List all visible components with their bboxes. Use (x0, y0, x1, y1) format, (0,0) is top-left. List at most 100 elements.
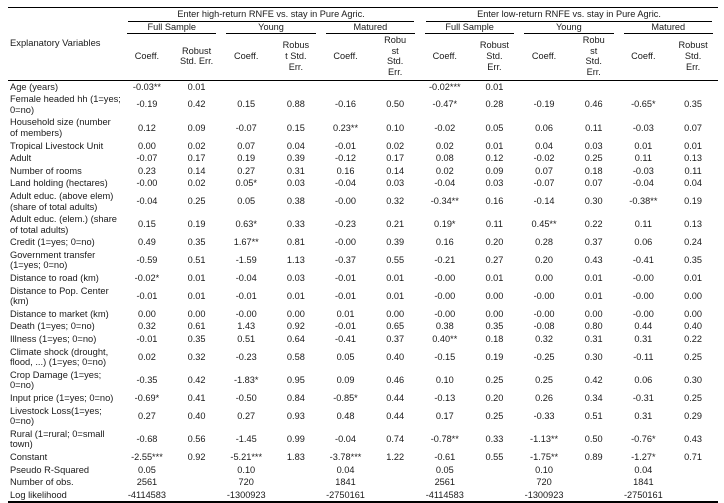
cell: -0.12 (335, 153, 356, 164)
cell: 0.42 (187, 99, 206, 110)
cell: 0.08 (435, 153, 454, 164)
cell: 0.09 (187, 122, 206, 133)
cell: 0.55 (386, 255, 405, 266)
cell: -1300923 (519, 488, 569, 503)
group-header: Young (221, 22, 320, 35)
cell: 0.28 (535, 237, 554, 248)
cell: 0.32 (386, 196, 405, 207)
cell: -0.07 (235, 122, 257, 133)
cell: 0.01 (485, 81, 504, 92)
cell: 0.99 (286, 434, 305, 445)
group-header: Young (519, 22, 618, 35)
stderr-col-header: Robust Std. Err. (469, 34, 520, 81)
cell: 0.40 (187, 410, 206, 421)
cell: 0.34 (584, 393, 603, 403)
cell: 0.24 (684, 237, 703, 248)
cell: -0.00 (632, 290, 654, 301)
cell: 0.25 (684, 351, 703, 362)
cell (470, 476, 520, 489)
cell: 0.46 (584, 99, 603, 110)
cell: -0.41 (632, 255, 654, 266)
cell: -0.61 (434, 451, 456, 462)
row-label: Land holding (hectares) (10, 178, 108, 189)
row-label: Distance to road (km) (10, 273, 99, 284)
table-row: Adult educ. (above elem) (share of total… (8, 190, 718, 213)
row-label: Log likelihood (8, 488, 123, 503)
cell: -0.69* (134, 393, 160, 403)
cell: 0.31 (584, 334, 603, 345)
cell (271, 488, 321, 503)
table-row: Government transfer (1=yes; 0=no) -0.59 0.… (8, 249, 718, 272)
cell: 0.11 (585, 122, 603, 133)
cell: 0.16 (336, 165, 355, 176)
cell (519, 80, 569, 93)
cell: 0.00 (684, 308, 703, 319)
cell: 0.25 (584, 153, 603, 164)
cell: 0.44 (386, 410, 405, 421)
cell: -2750161 (618, 488, 669, 503)
cell: -0.65* (631, 99, 656, 110)
cell: -0.04 (434, 178, 456, 189)
cell (172, 464, 222, 477)
table-row: Land holding (hectares) -0.00 0.02 0.05* 0.0… (8, 177, 718, 190)
cell: 0.00 (485, 308, 504, 319)
cell: 0.01 (187, 290, 206, 301)
cell: 0.25 (485, 375, 504, 386)
cell: 2561 (136, 477, 158, 488)
cell: 0.05 (336, 351, 355, 362)
cell: 0.32 (187, 351, 206, 362)
coeff-col-header: Coeff. (320, 34, 371, 81)
cell: -0.02 (533, 153, 555, 164)
cell: 0.27 (237, 410, 256, 421)
cell: -4114583 (122, 488, 172, 503)
cell: -0.02 (434, 122, 456, 133)
cell: 1841 (633, 477, 654, 488)
cell: 0.00 (286, 308, 305, 319)
row-label: Credit (1=yes; 0=no) (10, 237, 95, 248)
cell: 0.35 (187, 334, 206, 345)
cell: 0.01 (584, 290, 603, 301)
cell: -0.00 (434, 308, 456, 319)
cell: 0.11 (634, 219, 652, 230)
cell: -0.04 (335, 178, 356, 189)
cell: 0.56 (187, 434, 206, 445)
stderr-col-header: Robu st Std. Err. (568, 34, 619, 81)
table-row: Distance to road (km) -0.02* 0.01 -0.04 0.03… (8, 272, 718, 285)
cell: 0.71 (684, 451, 703, 462)
cell (569, 80, 619, 93)
cell: -0.31 (632, 393, 654, 403)
table-row: Illness (1=yes; 0=no) -0.01 0.35 0.51 0.64 -0… (8, 333, 718, 346)
cell: 0.13 (684, 153, 703, 164)
cell: 0.05 (435, 464, 454, 475)
cell: 0.01 (684, 140, 703, 151)
table-row: Adult educ. (elem.) (share of total adul… (8, 213, 718, 236)
panel-title-rule: Enter low-return RNFE vs. stay in Pure A… (425, 8, 712, 22)
cell: 0.32 (138, 321, 156, 332)
cell: -0.00 (136, 178, 158, 189)
row-label: Female headed hh (1=yes; 0=no) (10, 94, 121, 115)
cell: 0.95 (286, 375, 305, 386)
group-header-rule: Full Sample (127, 22, 217, 35)
cell (370, 80, 420, 93)
cell: 0.03 (485, 178, 504, 189)
cell (619, 80, 669, 93)
cell: 0.03 (286, 273, 305, 284)
cell: -0.03 (632, 165, 654, 176)
table-row: Livestock Loss(1=yes; 0=no) 0.27 0.40 0.27 0… (8, 405, 718, 428)
cell: 0.35 (684, 99, 703, 110)
cell: 0.12 (485, 153, 504, 164)
cell: 2561 (434, 477, 456, 488)
cell: 0.23** (332, 122, 359, 133)
cell: 0.06 (634, 237, 653, 248)
cell: 0.02 (187, 140, 206, 151)
row-label: Adult educ. (elem.) (share of total adul… (10, 214, 117, 235)
row-label: Household size (number of members) (10, 117, 111, 138)
cell: 0.89 (584, 451, 603, 462)
cell: 1841 (335, 477, 356, 488)
table-row: Household size (number of members) 0.12 0.… (8, 116, 718, 139)
cell: 0.10 (237, 464, 256, 475)
cell: 720 (238, 477, 254, 488)
cell: -1.13** (530, 434, 559, 445)
cell: 0.35 (485, 321, 504, 332)
